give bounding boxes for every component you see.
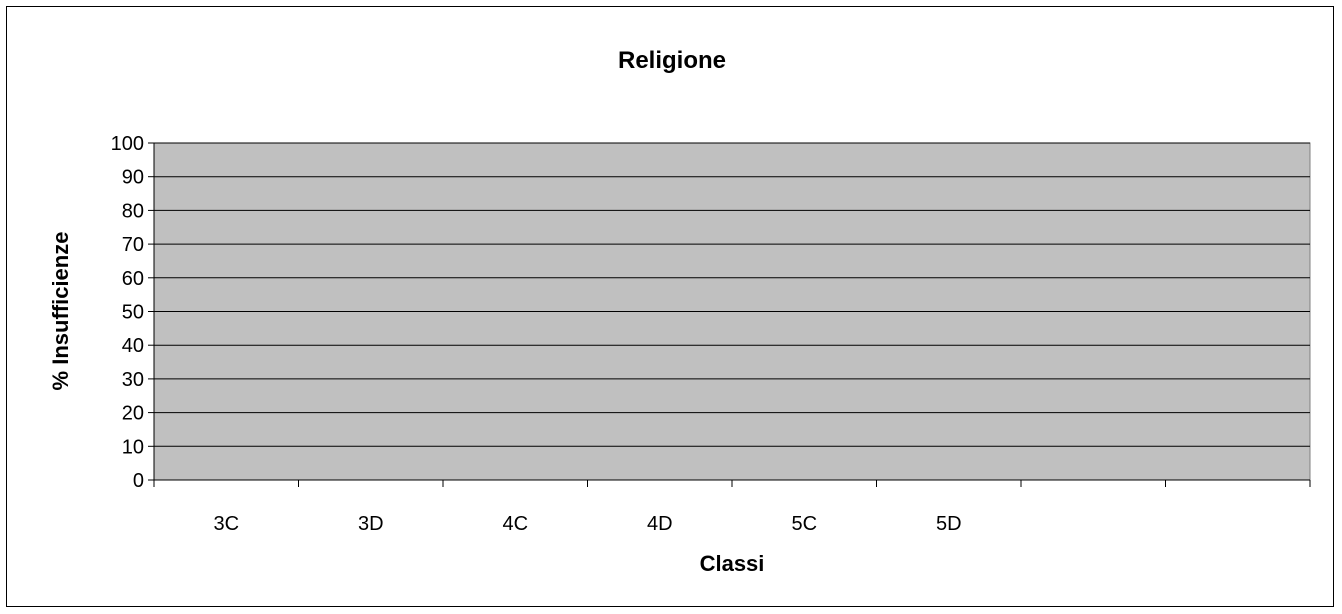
y-tick-label: 90 xyxy=(122,167,144,189)
y-tick-label: 80 xyxy=(122,200,144,222)
y-tick-label: 100 xyxy=(111,133,144,155)
x-axis-title: Classi xyxy=(700,551,765,576)
x-axis-ticks: 3C 3D 4C 4D 5C 5D xyxy=(153,480,1311,535)
y-tick-label: 60 xyxy=(122,268,144,290)
y-tick-label: 50 xyxy=(122,302,144,324)
y-tick-label: 0 xyxy=(133,470,144,492)
x-tick-label: 5D xyxy=(936,513,962,535)
y-tick-label: 10 xyxy=(122,436,144,458)
x-tick-label: 4C xyxy=(502,513,528,535)
y-tick-label: 70 xyxy=(122,234,144,256)
y-tick-label: 30 xyxy=(122,369,144,391)
y-axis-ticks: 0 10 20 30 40 50 60 70 80 90 100 xyxy=(111,133,154,492)
x-tick-label: 4D xyxy=(647,513,673,535)
y-tick-label: 20 xyxy=(122,403,144,425)
x-tick-label: 3D xyxy=(358,513,384,535)
y-tick-label: 40 xyxy=(122,335,144,357)
chart-title: Religione xyxy=(618,47,726,74)
x-tick-label: 5C xyxy=(791,513,817,535)
x-tick-label: 3C xyxy=(213,513,239,535)
gridlines xyxy=(154,142,1310,447)
y-axis-title: % Insufficienze xyxy=(48,232,73,391)
